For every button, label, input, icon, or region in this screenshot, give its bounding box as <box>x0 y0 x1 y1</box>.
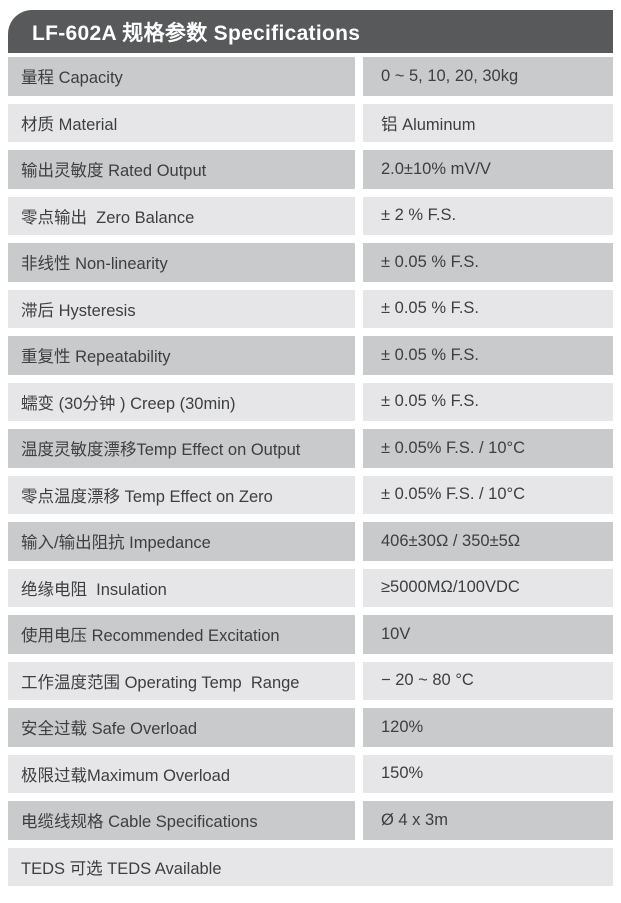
table-row: 安全过载 Safe Overload 120% <box>8 708 613 747</box>
spec-value: 406±30Ω / 350±5Ω <box>363 522 613 561</box>
spec-label: 输入/输出阻抗 Impedance <box>8 522 355 561</box>
spec-value: ± 0.05 % F.S. <box>363 289 613 328</box>
spec-value: ± 0.05% F.S. / 10°C <box>363 429 613 468</box>
spec-label: 使用电压 Recommended Excitation <box>8 615 355 654</box>
spec-value: ± 0.05% F.S. / 10°C <box>363 475 613 514</box>
table-row: 温度灵敏度漂移Temp Effect on Output ± 0.05% F.S.… <box>8 429 613 468</box>
spec-label: 量程 Capacity <box>8 57 355 96</box>
table-row: 极限过载Maximum Overload 150% <box>8 754 613 793</box>
spec-label: 极限过载Maximum Overload <box>8 754 355 793</box>
table-title: LF-602A 规格参数 Specifications <box>32 21 361 45</box>
table-header: LF-602A 规格参数 Specifications <box>8 10 613 53</box>
spec-label: 滞后 Hysteresis <box>8 289 355 328</box>
table-row: 材质 Material 铝 Aluminum <box>8 103 613 142</box>
spec-label: 工作温度范围 Operating Temp Range <box>8 661 355 700</box>
spec-label: 零点输出 Zero Balance <box>8 196 355 235</box>
spec-label: 零点温度漂移 Temp Effect on Zero <box>8 475 355 514</box>
spec-label: 电缆线规格 Cable Specifications <box>8 801 355 840</box>
table-row: 使用电压 Recommended Excitation 10V <box>8 615 613 654</box>
spec-label: 输出灵敏度 Rated Output <box>8 150 355 189</box>
table-row: 蠕变 (30分钟 ) Creep (30min) ± 0.05 % F.S. <box>8 382 613 421</box>
spec-value: ± 2 % F.S. <box>363 196 613 235</box>
spec-value: − 20 ~ 80 °C <box>363 661 613 700</box>
spec-label: 重复性 Repeatability <box>8 336 355 375</box>
spec-value: 10V <box>363 615 613 654</box>
table-row: 零点温度漂移 Temp Effect on Zero ± 0.05% F.S. /… <box>8 475 613 514</box>
spec-value: 150% <box>363 754 613 793</box>
spec-value: ± 0.05 % F.S. <box>363 382 613 421</box>
spec-value: ≥5000MΩ/100VDC <box>363 568 613 607</box>
table-row: 非线性 Non-linearity ± 0.05 % F.S. <box>8 243 613 282</box>
table-row: 量程 Capacity 0 ~ 5, 10, 20, 30kg <box>8 57 613 96</box>
spec-label: 安全过载 Safe Overload <box>8 708 355 747</box>
table-row: 工作温度范围 Operating Temp Range − 20 ~ 80 °C <box>8 661 613 700</box>
table-row: 绝缘电阻 Insulation ≥5000MΩ/100VDC <box>8 568 613 607</box>
table-row: 零点输出 Zero Balance ± 2 % F.S. <box>8 196 613 235</box>
table-row: 输出灵敏度 Rated Output 2.0±10% mV/V <box>8 150 613 189</box>
spec-label: 非线性 Non-linearity <box>8 243 355 282</box>
spec-label: 材质 Material <box>8 103 355 142</box>
spec-value: 2.0±10% mV/V <box>363 150 613 189</box>
spec-value: 铝 Aluminum <box>363 103 613 142</box>
table-row: 滞后 Hysteresis ± 0.05 % F.S. <box>8 289 613 328</box>
table-row: 电缆线规格 Cable Specifications Ø 4 x 3m <box>8 801 613 840</box>
spec-value: Ø 4 x 3m <box>363 801 613 840</box>
spec-value: 0 ~ 5, 10, 20, 30kg <box>363 57 613 96</box>
spec-value: ± 0.05 % F.S. <box>363 243 613 282</box>
spec-label: TEDS 可选 TEDS Available <box>8 847 613 886</box>
spec-label: 温度灵敏度漂移Temp Effect on Output <box>8 429 355 468</box>
table-row: TEDS 可选 TEDS Available <box>8 847 613 886</box>
table-row: 输入/输出阻抗 Impedance 406±30Ω / 350±5Ω <box>8 522 613 561</box>
spec-rows: 量程 Capacity 0 ~ 5, 10, 20, 30kg 材质 Materia… <box>8 57 613 886</box>
table-row: 重复性 Repeatability ± 0.05 % F.S. <box>8 336 613 375</box>
spec-value: 120% <box>363 708 613 747</box>
spec-label: 蠕变 (30分钟 ) Creep (30min) <box>8 382 355 421</box>
spec-label: 绝缘电阻 Insulation <box>8 568 355 607</box>
spec-value: ± 0.05 % F.S. <box>363 336 613 375</box>
specifications-table: LF-602A 规格参数 Specifications 量程 Capacity 0… <box>8 10 613 886</box>
